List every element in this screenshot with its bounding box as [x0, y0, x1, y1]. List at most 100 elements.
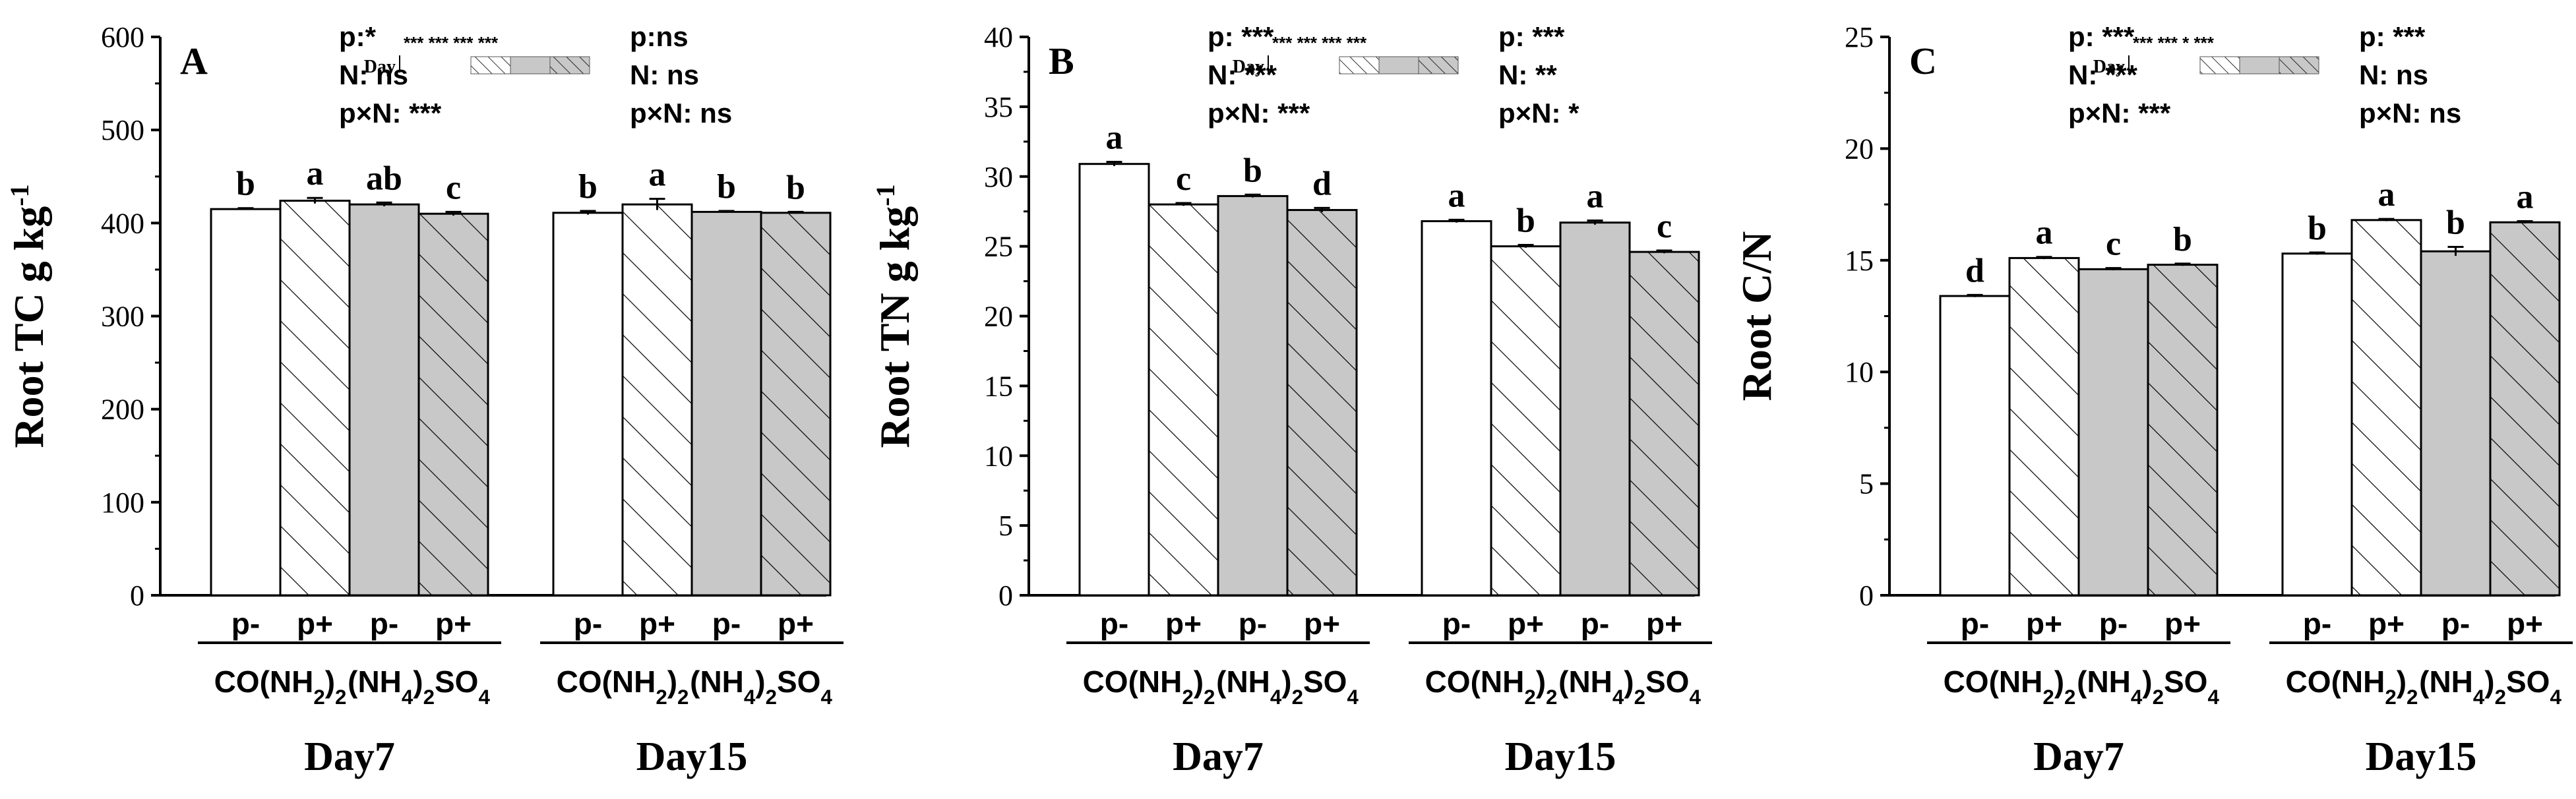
- y-tick-label: 35: [984, 91, 1013, 123]
- day-label: Day7: [2033, 734, 2124, 779]
- significance-letter: a: [1448, 177, 1465, 214]
- y-tick-label: 5: [998, 510, 1013, 542]
- bar-p+-2: [279, 199, 351, 597]
- x-category-label: p+: [639, 607, 675, 641]
- significance-letter: c: [446, 169, 461, 206]
- y-tick-label: 500: [101, 114, 144, 146]
- y-tick-label: 0: [130, 579, 144, 612]
- fertilizer-label: (NH4)2SO4: [1216, 665, 1359, 709]
- x-category-label: p-: [1100, 607, 1128, 641]
- x-category-label: p-: [2441, 607, 2470, 641]
- fertilizer-label: CO(NH2)2: [214, 665, 347, 709]
- stats-line: p×N: ***: [2068, 98, 2171, 129]
- significance-letter: b: [2173, 221, 2192, 258]
- legend-swatch: [1378, 56, 1419, 74]
- bar-p+-4: [2147, 264, 2219, 597]
- stats-line: N: ***: [2068, 59, 2138, 90]
- y-axis-label-superscript: -1: [5, 184, 34, 206]
- stats-line: p: ***: [1498, 21, 1565, 52]
- bar-p--1: [210, 208, 282, 597]
- bar-p--7: [1559, 222, 1631, 597]
- legend-swatch: [2279, 56, 2319, 74]
- y-axis-label-superscript: -1: [871, 184, 900, 206]
- stats-line: p×N: ns: [630, 98, 732, 129]
- y-tick-label: 25: [1845, 21, 1874, 53]
- x-category-label: p-: [1581, 607, 1609, 641]
- x-category-label: p-: [231, 607, 260, 641]
- significance-letter: ab: [366, 160, 402, 197]
- significance-letter: b: [2308, 210, 2327, 247]
- legend-day-label: Day: [1233, 57, 1264, 77]
- stats-line: N: ***: [1208, 59, 1277, 90]
- significance-letter: c: [1176, 160, 1191, 198]
- significance-letter: b: [236, 165, 255, 203]
- x-category-label: p-: [2099, 607, 2128, 641]
- significance-letter: d: [1965, 252, 1984, 289]
- fertilizer-label: CO(NH2)2: [1425, 665, 1558, 709]
- y-tick-label: 15: [984, 370, 1013, 402]
- bar-p--5: [2281, 252, 2353, 597]
- bar-p--1: [1939, 295, 2011, 597]
- significance-letter: b: [717, 168, 736, 206]
- fertilizer-label: CO(NH2)2: [1944, 665, 2076, 709]
- legend-significance: *** *** * ***: [2133, 33, 2215, 53]
- bar-p--5: [1421, 220, 1492, 597]
- fertilizer-label: CO(NH2)2: [2286, 665, 2418, 709]
- bar-p--3: [2077, 268, 2149, 597]
- x-category-label: p+: [435, 607, 472, 641]
- y-tick-label: 10: [1845, 356, 1874, 388]
- legend-swatch: [1418, 56, 1459, 74]
- chart-panel-c: 0 5 10 15 20 25 Root C/N Cd p-a p+ c p-b p+ b p-a p+ b p-…: [1733, 21, 2573, 779]
- significance-letter: a: [1106, 119, 1123, 157]
- x-category-label: p+: [1165, 607, 1202, 641]
- x-category-label: p-: [574, 607, 602, 641]
- y-axis-label-text: Root TN g kg: [871, 206, 918, 448]
- chart-panel-b: 0 5 10 15 20 25 30 35 40 Root TN g kg-1 Ba p-c p+ b p-…: [871, 21, 1712, 779]
- significance-letter: b: [1243, 152, 1262, 189]
- stats-line: p×N: *: [1498, 98, 1579, 129]
- bar-p--7: [690, 210, 762, 597]
- y-axis-label-text: Root C/N: [1733, 231, 1780, 401]
- significance-letter: b: [578, 168, 598, 206]
- legend-significance: *** *** *** ***: [404, 33, 499, 53]
- x-category-label: p+: [1304, 607, 1340, 641]
- panel-label: A: [180, 40, 208, 82]
- day-label: Day7: [1173, 734, 1264, 779]
- x-category-label: p+: [2026, 607, 2062, 641]
- y-axis-label: Root TC g kg-1: [5, 184, 53, 448]
- fertilizer-label: (NH4)2SO4: [2077, 665, 2219, 709]
- y-tick-label: 5: [1859, 468, 1874, 500]
- y-tick-label: 0: [998, 579, 1013, 612]
- legend-swatch: [510, 56, 551, 74]
- bar-p--1: [1078, 163, 1150, 597]
- x-category-label: p-: [1442, 607, 1471, 641]
- fertilizer-label: CO(NH2)2: [1083, 665, 1215, 709]
- stats-line: p×N: ***: [1208, 98, 1310, 129]
- day-label: Day15: [1505, 734, 1616, 779]
- x-category-label: p-: [1239, 607, 1267, 641]
- panel-label: C: [1909, 40, 1937, 82]
- x-category-label: p+: [1508, 607, 1544, 641]
- stats-line: p:*: [339, 21, 377, 52]
- legend-day-label: Day: [364, 57, 396, 77]
- y-tick-label: 15: [1845, 245, 1874, 277]
- bar-p+-6: [621, 203, 693, 597]
- y-tick-label: 600: [101, 21, 144, 53]
- stats-line: p: ***: [1208, 21, 1274, 52]
- y-tick-label: 25: [984, 231, 1013, 263]
- stats-line: p: ***: [2068, 21, 2135, 52]
- y-axis-label: Root C/N: [1733, 231, 1780, 401]
- fertilizer-label: (NH4)2SO4: [2419, 665, 2561, 709]
- significance-letter: a: [2378, 176, 2395, 214]
- bar-p--3: [348, 203, 420, 597]
- legend-swatch: [1339, 56, 1380, 74]
- legend-swatch: [431, 57, 471, 74]
- legend-swatch: [549, 56, 590, 74]
- significance-letter: a: [307, 155, 324, 192]
- y-axis-label: Root TN g kg-1: [871, 184, 919, 448]
- y-tick-label: 0: [1859, 579, 1874, 612]
- x-category-label: p-: [2303, 607, 2331, 641]
- legend-significance: *** *** *** ***: [1272, 33, 1367, 53]
- significance-letter: c: [2106, 225, 2121, 263]
